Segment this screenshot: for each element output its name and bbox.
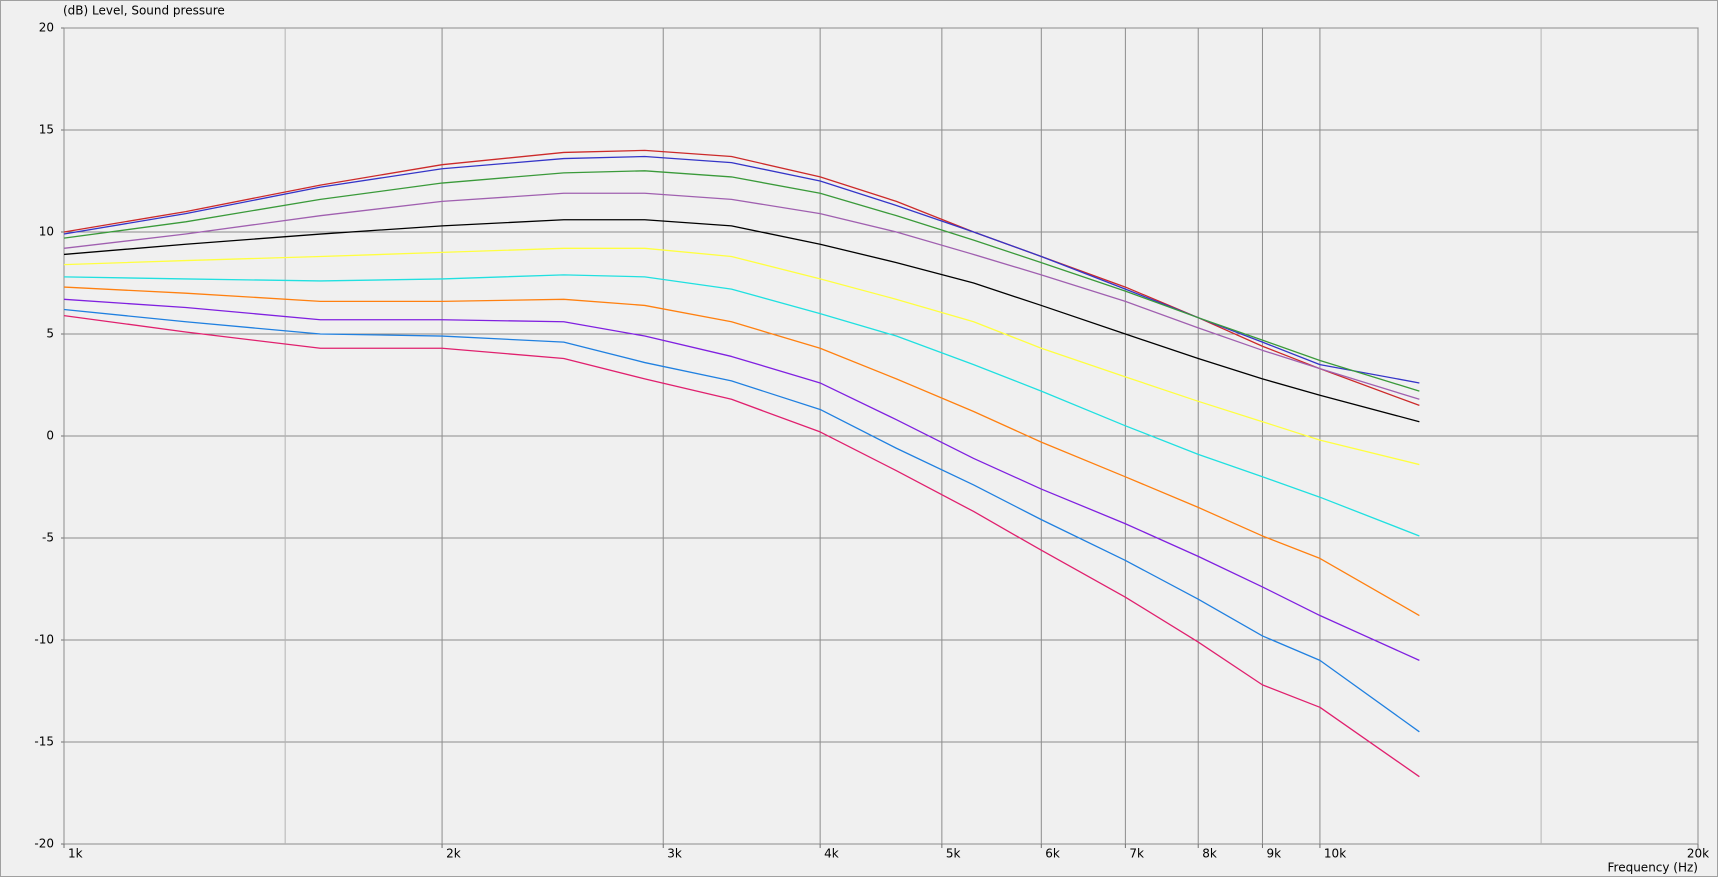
series-line <box>63 298 1420 661</box>
series-line <box>63 170 1420 392</box>
x-tick-label: 8k <box>1202 847 1217 861</box>
x-tick-label: 5k <box>946 847 961 861</box>
y-tick-label: 15 <box>39 123 54 137</box>
series-line <box>63 192 1420 400</box>
x-tick-label: 10k <box>1324 847 1346 861</box>
series-line <box>63 274 1420 537</box>
y-tick-label: 0 <box>46 429 54 443</box>
y-tick-label: -15 <box>34 735 54 749</box>
x-tick-label: 9k <box>1266 847 1281 861</box>
x-tick-label: 7k <box>1129 847 1144 861</box>
series-line <box>63 247 1420 466</box>
x-tick-label: 20k <box>1687 847 1709 861</box>
y-tick-label: 5 <box>46 327 54 341</box>
y-tick-label: 10 <box>39 225 54 239</box>
y-tick-label: -20 <box>34 837 54 851</box>
x-tick-label: 4k <box>824 847 839 861</box>
y-tick-label: -5 <box>42 531 54 545</box>
series-line <box>63 219 1420 423</box>
x-axis-label: Frequency (Hz) <box>1608 861 1699 875</box>
series-line <box>63 149 1420 407</box>
y-tick-label: 20 <box>39 21 54 35</box>
series-line <box>63 286 1420 617</box>
x-tick-label: 1k <box>68 847 83 861</box>
x-tick-label: 6k <box>1045 847 1060 861</box>
x-tick-label: 2k <box>446 847 461 861</box>
series-line <box>63 308 1420 733</box>
y-tick-label: -10 <box>34 633 54 647</box>
y-axis-label: (dB) Level, Sound pressure <box>63 4 225 18</box>
series-line <box>63 155 1420 384</box>
x-tick-label: 3k <box>667 847 682 861</box>
series-line <box>63 314 1420 778</box>
